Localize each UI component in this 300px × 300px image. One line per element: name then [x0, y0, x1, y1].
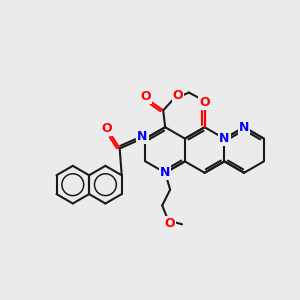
Text: N: N [160, 166, 170, 179]
Text: O: O [101, 122, 112, 135]
Text: N: N [219, 132, 230, 145]
Text: N: N [239, 121, 249, 134]
Text: N: N [137, 130, 148, 143]
Text: O: O [140, 90, 151, 103]
Text: O: O [199, 96, 210, 109]
Text: O: O [165, 217, 176, 230]
Text: O: O [173, 89, 183, 102]
